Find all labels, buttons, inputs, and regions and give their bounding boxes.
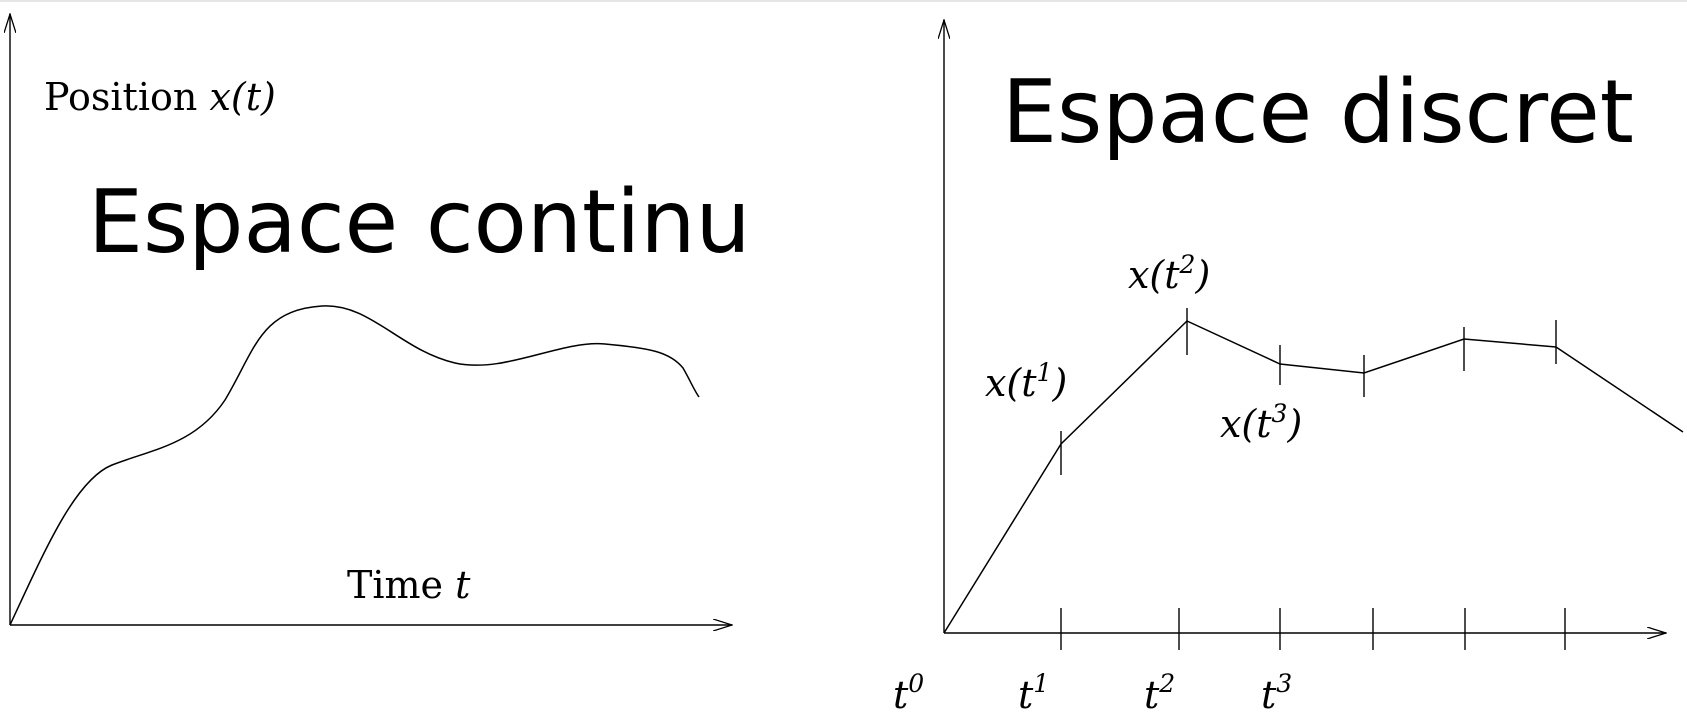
continuous-panel: Position x(t) Time t Espace continu [10,14,751,625]
discrete-point-ticks [1060,308,1557,475]
discrete-axis-ticks [1060,608,1566,650]
discrete-title: Espace discret [1002,61,1634,163]
time-label-t3: t3 [1261,669,1292,717]
time-label-t2: t2 [1144,669,1175,717]
time-label-t1: t1 [1018,669,1049,717]
discrete-trajectory-polyline [943,320,1684,634]
point-label-x-t2: x(t2) [1128,250,1210,297]
continuous-x-axis-label: Time t [347,563,471,607]
discrete-panel: Espace discret x(t1) x(t2) x [893,20,1684,717]
point-label-x-t3: x(t3) [1220,399,1302,446]
point-label-x-t1: x(t1) [985,358,1067,405]
continuous-title: Espace continu [88,171,751,273]
continuous-trajectory-curve [9,305,700,626]
continuous-y-axis-label: Position x(t) [44,75,276,119]
time-label-t0: t0 [893,669,924,717]
